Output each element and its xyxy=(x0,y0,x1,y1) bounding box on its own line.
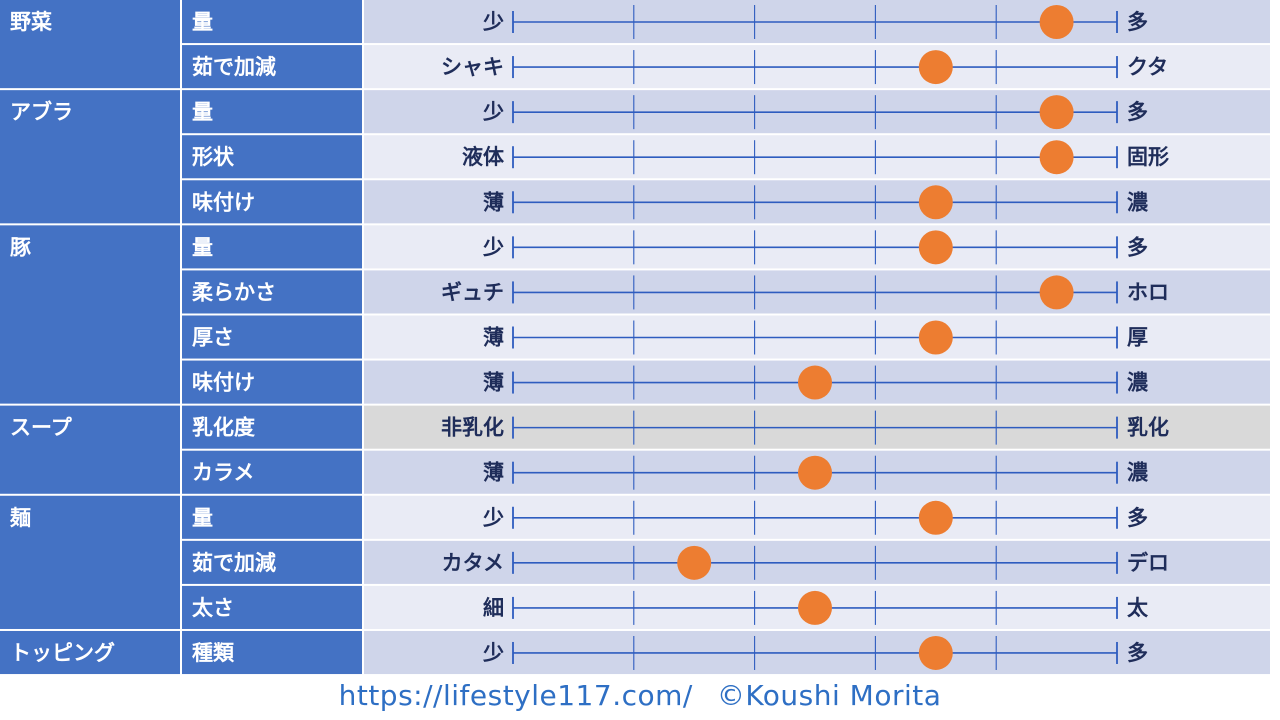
right-scale-label: 濃 xyxy=(1127,461,1149,485)
item-cell xyxy=(182,405,362,449)
footer-url[interactable]: https://lifestyle117.com/ xyxy=(338,679,693,712)
item-cell xyxy=(182,585,362,629)
category-label: 麺 xyxy=(9,506,31,530)
category-cell xyxy=(0,0,180,89)
right-scale-label: 濃 xyxy=(1127,371,1149,395)
left-scale-label: 細 xyxy=(483,596,504,620)
footer-credit: ©Koushi Morita xyxy=(716,679,942,712)
left-scale-label: 液体 xyxy=(462,145,505,169)
left-scale-label: 薄 xyxy=(483,190,504,214)
item-label: 量 xyxy=(192,10,213,34)
right-scale-label: 多 xyxy=(1127,10,1148,34)
item-label: 形状 xyxy=(192,145,235,169)
item-cell xyxy=(182,180,362,224)
right-scale-label: 多 xyxy=(1127,100,1148,124)
category-cell xyxy=(0,495,180,629)
rating-dot xyxy=(798,365,832,400)
category-cell xyxy=(0,405,180,494)
item-label: 太さ xyxy=(192,596,234,620)
right-scale-label: 固形 xyxy=(1127,145,1169,169)
category-label: 豚 xyxy=(10,235,31,259)
rating-dot xyxy=(798,590,832,625)
right-scale-label: ホロ xyxy=(1127,280,1169,304)
rating-chart: 野菜量少多茹で加減 シャキ クタアブラ量少多形状 液体 固形味付け薄濃豚量少多柔らかさギ… xyxy=(0,0,1270,675)
item-label: 量 xyxy=(192,100,213,124)
item-label: 味付け xyxy=(192,371,255,395)
item-cell xyxy=(182,45,362,89)
category-label: スープ xyxy=(10,416,73,440)
rating-dot xyxy=(918,320,953,355)
item-cell xyxy=(182,315,362,359)
left-scale-label: カタメ xyxy=(442,551,504,575)
right-scale-label: 厚 xyxy=(1127,325,1148,349)
item-label: 量 xyxy=(192,235,213,259)
item-label: 茹で加減 xyxy=(192,551,276,575)
rating-dot xyxy=(918,50,953,85)
left-scale-label: 薄 xyxy=(483,461,504,485)
item-label: 種類 xyxy=(192,641,235,665)
left-scale-label: 薄 xyxy=(483,325,504,349)
category-label: 野菜 xyxy=(10,10,52,34)
right-scale-label: 太 xyxy=(1127,596,1149,620)
category-cell xyxy=(0,630,180,675)
item-cell xyxy=(182,90,362,134)
left-scale-label: 少 xyxy=(482,100,504,124)
rating-dot xyxy=(677,545,712,580)
item-label: 味付け xyxy=(192,190,255,214)
rating-dot xyxy=(918,185,953,220)
left-scale-label: 少 xyxy=(482,641,504,665)
right-scale-label: 濃 xyxy=(1127,190,1149,214)
item-label: 乳化度 xyxy=(192,416,255,440)
right-scale-label: 多 xyxy=(1127,506,1148,530)
right-scale-label: 多 xyxy=(1127,235,1148,259)
left-scale-label: シャキ xyxy=(441,55,504,79)
item-label: 柔らかさ xyxy=(192,280,276,304)
right-scale-label: 乳化 xyxy=(1127,416,1169,440)
item-cell xyxy=(182,495,362,539)
left-scale-label: 非乳化 xyxy=(441,416,504,440)
item-cell xyxy=(182,225,362,269)
left-scale-label: 少 xyxy=(482,506,504,530)
rating-dot xyxy=(918,230,953,265)
left-scale-label: 少 xyxy=(482,235,504,259)
right-scale-label: デロ xyxy=(1127,551,1169,575)
left-scale-label: ギュチ xyxy=(441,280,504,304)
item-label: 茹で加減 xyxy=(192,55,276,79)
item-cell xyxy=(182,0,362,44)
item-cell xyxy=(182,135,362,179)
left-scale-label: 薄 xyxy=(483,371,504,395)
item-cell xyxy=(182,270,362,314)
category-cell xyxy=(0,90,180,224)
item-cell xyxy=(182,630,362,675)
item-cell xyxy=(182,450,362,494)
item-label: 厚さ xyxy=(192,325,234,349)
rating-dot xyxy=(918,635,953,670)
rating-dot xyxy=(798,455,832,490)
item-label: 量 xyxy=(192,506,213,530)
right-scale-label: クタ xyxy=(1127,55,1168,79)
rating-dot xyxy=(1039,5,1074,39)
rating-dot xyxy=(1039,140,1074,175)
right-scale-label: 多 xyxy=(1127,641,1148,665)
item-cell xyxy=(182,540,362,584)
rating-dot xyxy=(1039,95,1074,130)
category-label: トッピング xyxy=(10,641,115,665)
rating-dot xyxy=(1039,275,1074,310)
category-cell xyxy=(0,225,180,404)
rating-dot xyxy=(918,500,953,535)
footer: https://lifestyle117.com/ ©Koushi Morita xyxy=(0,676,1280,716)
item-label: カラメ xyxy=(192,461,254,485)
category-label: アブラ xyxy=(10,100,73,124)
left-scale-label: 少 xyxy=(482,10,504,34)
item-cell xyxy=(182,360,362,404)
